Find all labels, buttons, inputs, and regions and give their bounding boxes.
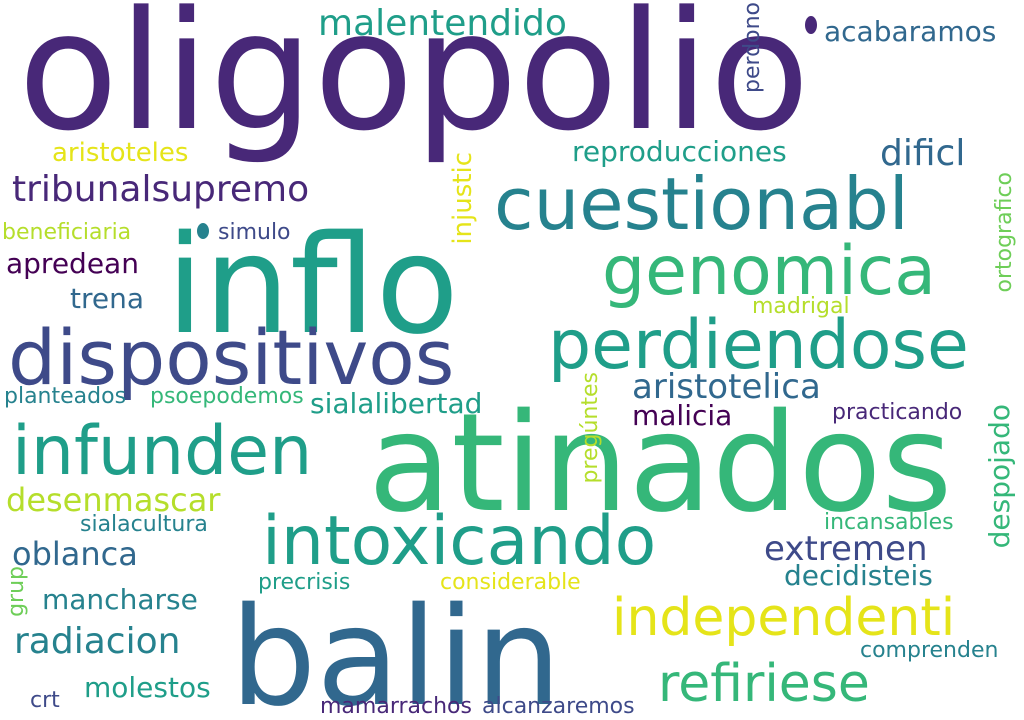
word-considerable: considerable [440, 570, 581, 595]
word-perdono: perdono [740, 2, 765, 93]
word-sialacultura: sialacultura [80, 512, 208, 537]
word-desenmascar: desenmascar [6, 481, 221, 519]
word-trena: trena [70, 282, 145, 315]
word-acabaramos: acabaramos [824, 15, 997, 48]
word-mamarrachos: mamarrachos [320, 694, 472, 719]
word-tribunalsupremo: tribunalsupremo [12, 169, 310, 210]
word-practicando: practicando [832, 400, 963, 425]
word-comprenden: comprenden [860, 638, 999, 663]
word-apredean: apredean [6, 247, 139, 280]
word-reproducciones: reproducciones [572, 135, 787, 168]
word-mancharse: mancharse [42, 583, 198, 616]
word-aristotelica: aristotelica [632, 367, 821, 407]
word-perdiendose: perdiendose [548, 306, 969, 385]
word-despojado: despojado [983, 404, 1016, 549]
word-independenti: independenti [612, 588, 956, 648]
word-incansables: incansables [824, 510, 954, 535]
dot-mark [197, 223, 209, 239]
word-decidisteis: decidisteis [784, 559, 933, 592]
word-radiacion: radiacion [14, 621, 181, 662]
word-dispositivos: dispositivos [8, 313, 455, 402]
word-refiriese: refiriese [658, 654, 870, 714]
word-aristoteles: aristoteles [52, 138, 189, 168]
word-simulo: simulo [218, 220, 291, 245]
word-genomica: genomica [602, 232, 936, 311]
word-madrigal: madrigal [752, 294, 850, 319]
word-atinados: atinados [368, 385, 953, 543]
word-balin: balin [230, 579, 562, 720]
word-inflo: inflo [166, 207, 459, 365]
word-dificl: dificl [880, 133, 966, 174]
word-oblanca: oblanca [12, 535, 138, 573]
word-cuestionabl: cuestionabl [494, 162, 909, 246]
word-beneficiaria: beneficiaria [2, 220, 132, 245]
word-sialalibertad: sialalibertad [310, 387, 483, 420]
word-psoepodemos: psoepodemos [150, 384, 304, 409]
word-malicia: malicia [632, 399, 733, 432]
word-ortografico: ortografico [992, 172, 1017, 293]
word-intoxicando: intoxicando [262, 502, 657, 581]
word-alcanzaremos: alcanzaremos [482, 694, 635, 719]
word-infunden: infunden [12, 412, 313, 491]
word-grup: grup [4, 566, 29, 617]
word-crt: crt [30, 688, 60, 713]
word-precrisis: precrisis [258, 570, 351, 595]
word-malentendido: malentendido [318, 3, 567, 44]
word-preguntes: pregúntes [578, 372, 603, 484]
word-planteados: planteados [4, 384, 127, 409]
word-molestos: molestos [84, 671, 211, 704]
word-extremen: extremen [764, 529, 928, 569]
dot-mark [805, 16, 817, 34]
word-injustic: injustic [448, 152, 478, 245]
word-oligopolio: oligopolio [18, 0, 810, 167]
